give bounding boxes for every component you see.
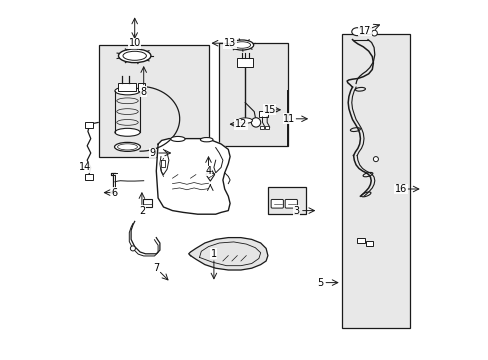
Text: 10: 10 bbox=[128, 38, 141, 48]
Bar bbox=[264, 126, 268, 129]
Ellipse shape bbox=[200, 138, 213, 142]
Bar bbox=[267, 187, 305, 214]
Ellipse shape bbox=[238, 118, 252, 123]
Circle shape bbox=[371, 30, 377, 36]
Bar bbox=[219, 43, 287, 146]
Text: 2: 2 bbox=[139, 206, 145, 216]
Ellipse shape bbox=[351, 28, 362, 36]
Polygon shape bbox=[161, 160, 165, 167]
Ellipse shape bbox=[115, 129, 140, 136]
Bar bbox=[99, 45, 208, 157]
Ellipse shape bbox=[233, 42, 250, 48]
Text: 5: 5 bbox=[316, 278, 323, 288]
Bar bbox=[341, 34, 409, 328]
Bar bbox=[138, 83, 145, 91]
Ellipse shape bbox=[115, 87, 140, 95]
Text: 8: 8 bbox=[141, 87, 146, 97]
Bar bbox=[142, 199, 152, 207]
Bar bbox=[258, 111, 267, 117]
Ellipse shape bbox=[118, 49, 151, 63]
Text: 7: 7 bbox=[153, 263, 159, 273]
Ellipse shape bbox=[170, 136, 185, 141]
Bar bbox=[366, 241, 372, 246]
FancyBboxPatch shape bbox=[270, 199, 283, 208]
Bar bbox=[85, 174, 93, 180]
Text: 4: 4 bbox=[205, 166, 211, 176]
Ellipse shape bbox=[114, 143, 140, 152]
Polygon shape bbox=[188, 238, 267, 270]
Bar bbox=[260, 126, 264, 129]
Bar bbox=[237, 58, 253, 67]
Text: 15: 15 bbox=[263, 105, 275, 115]
Text: 16: 16 bbox=[394, 184, 407, 194]
Bar bbox=[118, 83, 136, 91]
Polygon shape bbox=[156, 139, 230, 214]
Circle shape bbox=[373, 157, 378, 162]
Text: 14: 14 bbox=[79, 162, 91, 172]
Ellipse shape bbox=[230, 40, 253, 50]
Bar bbox=[356, 238, 364, 243]
Circle shape bbox=[130, 246, 135, 251]
Text: 9: 9 bbox=[149, 148, 156, 158]
Text: 12: 12 bbox=[234, 119, 246, 129]
Text: 13: 13 bbox=[224, 38, 236, 48]
Text: 6: 6 bbox=[112, 188, 118, 198]
Text: 17: 17 bbox=[358, 26, 370, 36]
Text: 11: 11 bbox=[283, 114, 295, 124]
Text: 1: 1 bbox=[210, 249, 217, 259]
Circle shape bbox=[251, 118, 260, 127]
FancyBboxPatch shape bbox=[285, 199, 297, 208]
Ellipse shape bbox=[123, 51, 146, 60]
Bar bbox=[85, 122, 93, 128]
Polygon shape bbox=[205, 168, 214, 181]
Text: 3: 3 bbox=[293, 206, 299, 216]
Ellipse shape bbox=[117, 144, 137, 150]
